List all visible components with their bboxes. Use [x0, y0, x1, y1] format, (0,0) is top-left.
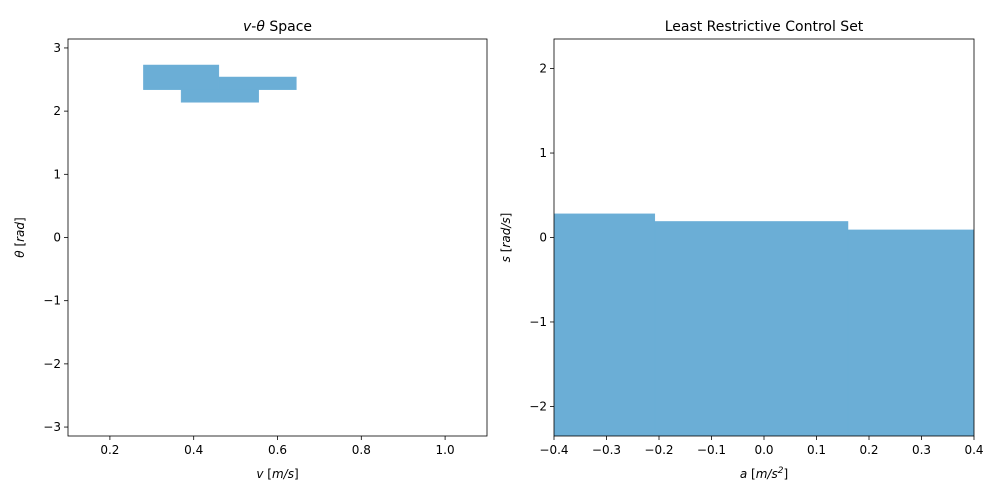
filled-region	[554, 213, 656, 436]
x-axis-label: a [m/s2]	[740, 466, 788, 481]
label-part: [	[263, 467, 272, 481]
label-part: rad/s	[499, 217, 513, 247]
y-tick-label: −2	[43, 357, 61, 371]
label-part: [	[747, 467, 756, 481]
x-tick-label: 0.4	[964, 443, 983, 457]
label-part: ]	[783, 467, 788, 481]
y-tick-label: 3	[53, 41, 61, 55]
label-part: θ	[256, 19, 265, 35]
axes-frame	[67, 38, 488, 437]
x-tick-label: −0.3	[592, 443, 621, 457]
chart-title: v-θ Space	[243, 19, 312, 35]
x-tick-label: 0.1	[807, 443, 826, 457]
label-part: θ	[13, 250, 27, 258]
chart-title: Least Restrictive Control Set	[665, 19, 864, 35]
label-part: m/s	[756, 467, 778, 481]
label-part: a	[740, 467, 747, 481]
x-tick-label: 1.0	[436, 443, 455, 457]
filled-region	[218, 76, 297, 90]
label-part: Least Restrictive Control Set	[665, 19, 864, 35]
chart-least-restrictive-control-set: −0.4 −0.3 −0.2 −0.1 0.0 0.1 0.2 0.3 0.4 −2 −1 0 1 2 Le…	[499, 19, 984, 481]
region-group	[143, 64, 297, 103]
label-part: -	[251, 19, 256, 35]
y-tick-label: 2	[539, 62, 547, 76]
y-axis-label: s [rad/s]	[499, 213, 513, 263]
label-part: [	[13, 242, 27, 251]
x-tick-label: 0.2	[859, 443, 878, 457]
y-tick-label: 1	[53, 167, 61, 181]
y-tick-label: −2	[529, 399, 547, 413]
x-tick-label: −0.4	[539, 443, 568, 457]
y-tick-label: 2	[53, 104, 61, 118]
label-part: ]	[13, 217, 27, 222]
label-part: [	[499, 248, 513, 257]
y-tick-label: 0	[53, 231, 61, 245]
y-tick-label: 0	[539, 231, 547, 245]
x-axis-label: v [m/s]	[256, 467, 298, 481]
label-part: ]	[294, 467, 299, 481]
label-part: m/s	[272, 467, 294, 481]
y-axis-label: θ [rad]	[13, 217, 27, 257]
x-tick-label: −0.1	[697, 443, 726, 457]
label-part: v	[243, 19, 252, 35]
label-part: s	[499, 256, 513, 262]
x-tick-label: 0.2	[100, 443, 119, 457]
x-tick-label: 0.6	[268, 443, 287, 457]
x-tick-label: 0.0	[754, 443, 773, 457]
x-tick-label: 0.3	[912, 443, 931, 457]
y-tick-label: −1	[529, 315, 547, 329]
filled-region	[143, 64, 220, 90]
filled-region	[180, 89, 259, 103]
y-tick-label: −3	[43, 420, 61, 434]
label-part: 2	[778, 466, 784, 476]
label-part: Space	[265, 19, 312, 35]
label-part: v	[256, 467, 264, 481]
y-tick-label: −1	[43, 294, 61, 308]
y-tick-label: 1	[539, 146, 547, 160]
region-group	[554, 213, 974, 436]
filled-region	[847, 229, 974, 436]
filled-region	[654, 221, 849, 436]
x-tick-label: 0.8	[352, 443, 371, 457]
x-tick-label: −0.2	[644, 443, 673, 457]
label-part: ]	[499, 213, 513, 218]
x-tick-label: 0.4	[184, 443, 203, 457]
label-part: rad	[13, 222, 27, 242]
